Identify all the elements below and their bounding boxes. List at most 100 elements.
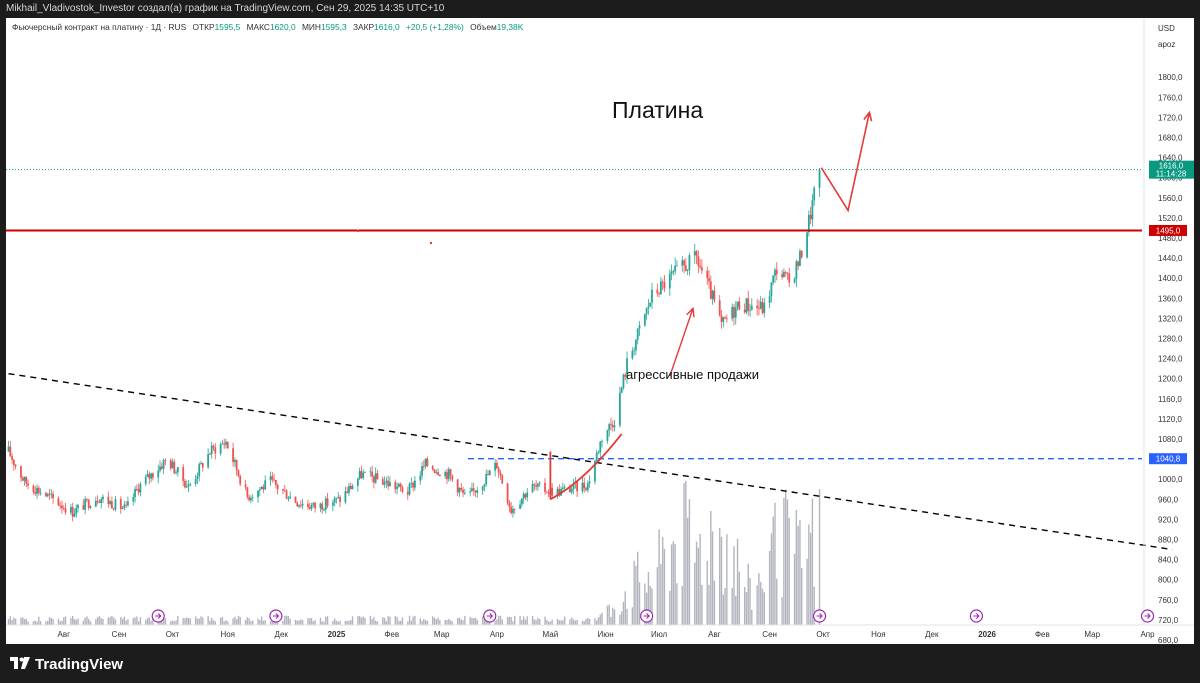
dividend-event-icon[interactable]: [151, 609, 165, 623]
volume-bar: [713, 580, 716, 625]
candle-body: [21, 477, 24, 481]
scale-mode-label[interactable]: apoz: [1158, 40, 1175, 49]
volume-bar: [337, 621, 339, 625]
candle-body: [269, 476, 272, 481]
volume-bar: [264, 620, 266, 625]
volume-bar: [148, 617, 151, 625]
dividend-event-icon[interactable]: [483, 609, 497, 623]
price-tick-label: 1320,0: [1158, 314, 1183, 323]
volume-bar: [651, 588, 653, 625]
candle-body: [444, 472, 447, 477]
legend-low-value: 1595,3: [321, 22, 347, 32]
volume-bar: [321, 621, 323, 625]
volume-bar: [239, 616, 241, 625]
volume-bar: [189, 618, 192, 625]
volume-bar: [20, 617, 22, 625]
candle-body: [620, 387, 623, 393]
candle-body: [736, 301, 739, 308]
candle-body: [159, 466, 161, 471]
volume-bar: [84, 617, 86, 625]
candle-body: [348, 485, 350, 493]
event-marker-glyph: [272, 613, 280, 619]
note-arrow[interactable]: [669, 306, 695, 377]
volume-bar: [722, 594, 724, 625]
candle-body: [563, 486, 566, 488]
descending-trendline[interactable]: [8, 372, 1173, 551]
candle-body: [606, 430, 609, 441]
candle-body: [608, 424, 611, 431]
currency-label[interactable]: USD: [1158, 24, 1175, 33]
rebound-curve[interactable]: [549, 433, 623, 501]
volume-bar: [32, 621, 35, 625]
event-marker-glyph: [1144, 613, 1151, 619]
volume-bar: [111, 615, 113, 625]
volume-bar: [439, 620, 441, 625]
dividend-event-icon[interactable]: [969, 609, 983, 623]
volume-bar: [364, 617, 366, 625]
volume-bar: [558, 620, 560, 625]
candle-body: [112, 508, 115, 510]
volume-bar: [510, 617, 512, 625]
candle-body: [485, 473, 488, 485]
volume-bar: [426, 620, 429, 625]
candle-body: [636, 328, 639, 340]
candle-body: [244, 484, 247, 488]
volume-bar: [333, 618, 336, 625]
candle-body: [364, 471, 366, 473]
dividend-event-icon[interactable]: [640, 609, 654, 623]
candle-body: [89, 506, 92, 508]
volume-bar: [25, 618, 28, 625]
candle-body: [419, 475, 422, 481]
volume-bar: [601, 612, 603, 625]
candle-body: [9, 446, 12, 457]
candle-body: [718, 300, 721, 316]
time-axis-label: Июл: [651, 630, 668, 639]
volume-bar: [421, 621, 423, 625]
volume-bar: [107, 617, 110, 625]
price-chart[interactable]: Платина агрессивные продажи Фьючерсный к…: [6, 18, 1194, 644]
candle-body: [50, 493, 53, 495]
price-ticks: 1800,01760,01720,01680,01640,01600,01560…: [1158, 73, 1183, 644]
candle-body: [164, 460, 167, 461]
stray-dot: [356, 229, 360, 233]
price-tick-label: 1560,0: [1158, 194, 1183, 203]
legend-close-label: ЗАКР: [353, 22, 375, 32]
volume-bar: [77, 618, 79, 625]
chart-panel[interactable]: Платина агрессивные продажи Фьючерсный к…: [6, 18, 1194, 644]
candle-body: [39, 492, 42, 494]
candle-body: [595, 452, 598, 462]
volume-bar: [385, 621, 388, 625]
candle-body: [201, 463, 204, 468]
candle-body: [27, 483, 30, 486]
event-marker-glyph: [816, 613, 823, 619]
candle-body: [319, 503, 322, 509]
candle-body: [476, 490, 479, 493]
volume-bar: [307, 618, 309, 625]
candle-body: [344, 491, 347, 503]
time-axis-label: Июн: [598, 630, 614, 639]
candle-body: [496, 462, 498, 469]
volume-bar: [608, 604, 610, 625]
chart-title[interactable]: Платина: [612, 97, 703, 123]
dividend-event-icon[interactable]: [269, 609, 283, 623]
candle-body: [570, 488, 573, 493]
time-axis-label: Май: [543, 630, 559, 639]
candle-body: [670, 271, 673, 274]
event-markers[interactable]: [151, 609, 1155, 623]
price-tick-label: 720,0: [1158, 616, 1179, 625]
volume-bar: [672, 541, 675, 625]
volume-bar: [194, 616, 197, 625]
volume-bar: [521, 619, 523, 625]
dividend-event-icon[interactable]: [812, 609, 827, 623]
annotation-note[interactable]: агрессивные продажи: [626, 367, 759, 382]
legend: Фьючерсный контракт на платину · 1Д · RU…: [12, 22, 524, 32]
legend-open-label: ОТКР: [193, 22, 216, 32]
candle-body: [613, 425, 616, 428]
volume-bar: [649, 585, 651, 625]
volume-bar: [806, 558, 808, 625]
candle-body: [506, 483, 509, 504]
dividend-event-icon[interactable]: [1140, 609, 1155, 623]
candle-body: [474, 490, 477, 493]
projection-arrow[interactable]: [820, 110, 873, 213]
candle-body: [483, 484, 486, 487]
